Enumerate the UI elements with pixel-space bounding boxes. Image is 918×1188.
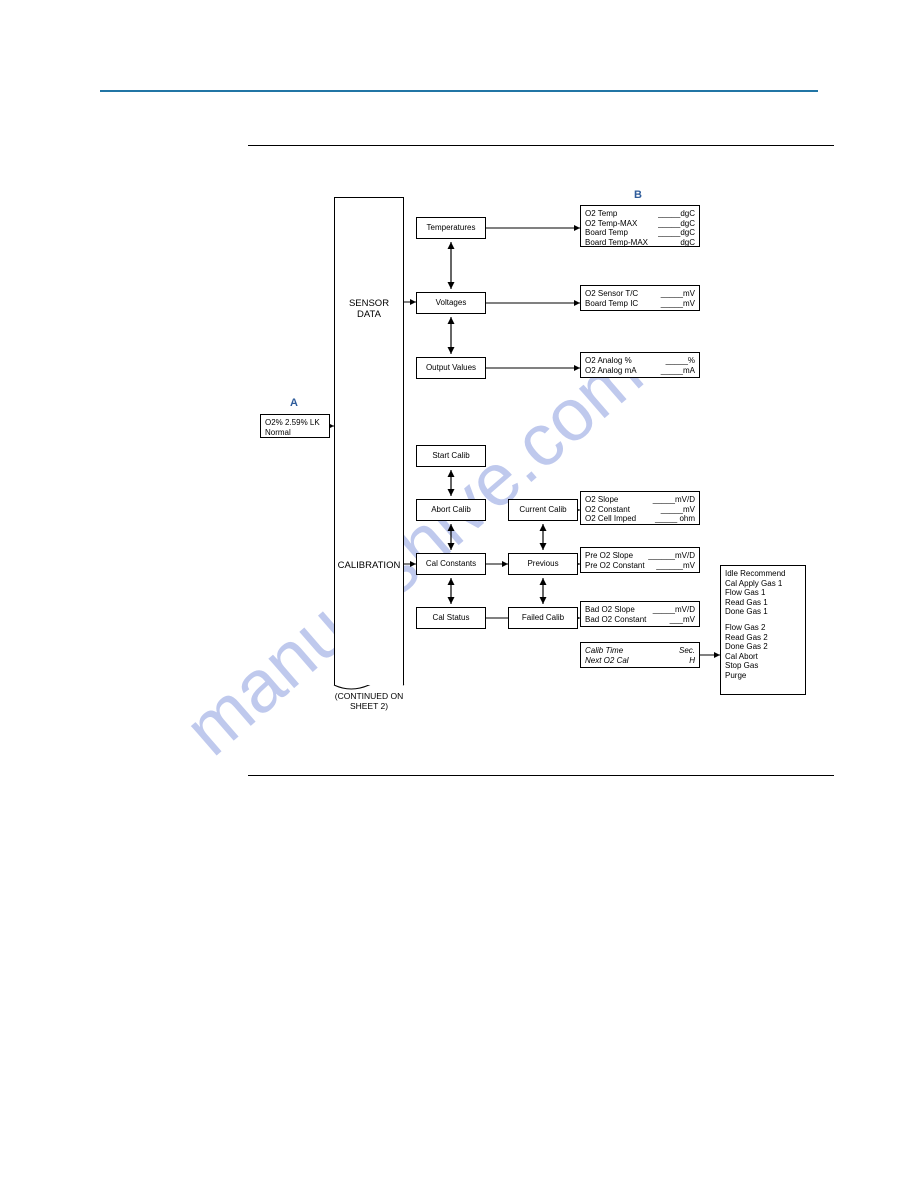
node-b_current: O2 Slope_____mV/DO2 Constant_____mVO2 Ce…	[580, 491, 700, 525]
node-failed_calib: Failed Calib	[508, 607, 578, 629]
figure-rule-bottom	[248, 775, 834, 776]
label-B: B	[634, 189, 642, 201]
node-b_volts: O2 Sensor T/C_____mVBoard Temp IC_____mV	[580, 285, 700, 311]
node-start_calib: Start Calib	[416, 445, 486, 467]
node-voltages: Voltages	[416, 292, 486, 314]
node-previous: Previous	[508, 553, 578, 575]
input-box: O2% 2.59% LKNormal	[260, 414, 330, 438]
node-cal_status: Cal Status	[416, 607, 486, 629]
node-cal_constants: Cal Constants	[416, 553, 486, 575]
node-output_values: Output Values	[416, 357, 486, 379]
label-A: A	[290, 397, 298, 409]
continued-note: (CONTINUED ON SHEET 2)	[324, 691, 414, 711]
node-status_list: Idle RecommendCal Apply Gas 1Flow Gas 1R…	[720, 565, 806, 695]
node-b_temps: O2 Temp_____dgCO2 Temp-MAX_____dgCBoard …	[580, 205, 700, 247]
label-sensor-data: SENSOR DATA	[335, 298, 403, 320]
diagram-canvas: A B O2% 2.59% LKNormal SENSOR DATA CALIB…	[248, 145, 834, 775]
node-b_status: Calib TimeSec.Next O2 CalH	[580, 642, 700, 668]
node-b_failed: Bad O2 Slope_____mV/DBad O2 Constant___m…	[580, 601, 700, 627]
node-b_output: O2 Analog %_____%O2 Analog mA_____mA	[580, 352, 700, 378]
node-temperatures: Temperatures	[416, 217, 486, 239]
node-abort_calib: Abort Calib	[416, 499, 486, 521]
main-column: SENSOR DATA CALIBRATION	[334, 197, 404, 685]
header-rule	[100, 90, 818, 92]
node-b_previous: Pre O2 Slope______mV/DPre O2 Constant___…	[580, 547, 700, 573]
node-current_calib: Current Calib	[508, 499, 578, 521]
label-calibration: CALIBRATION	[335, 560, 403, 571]
